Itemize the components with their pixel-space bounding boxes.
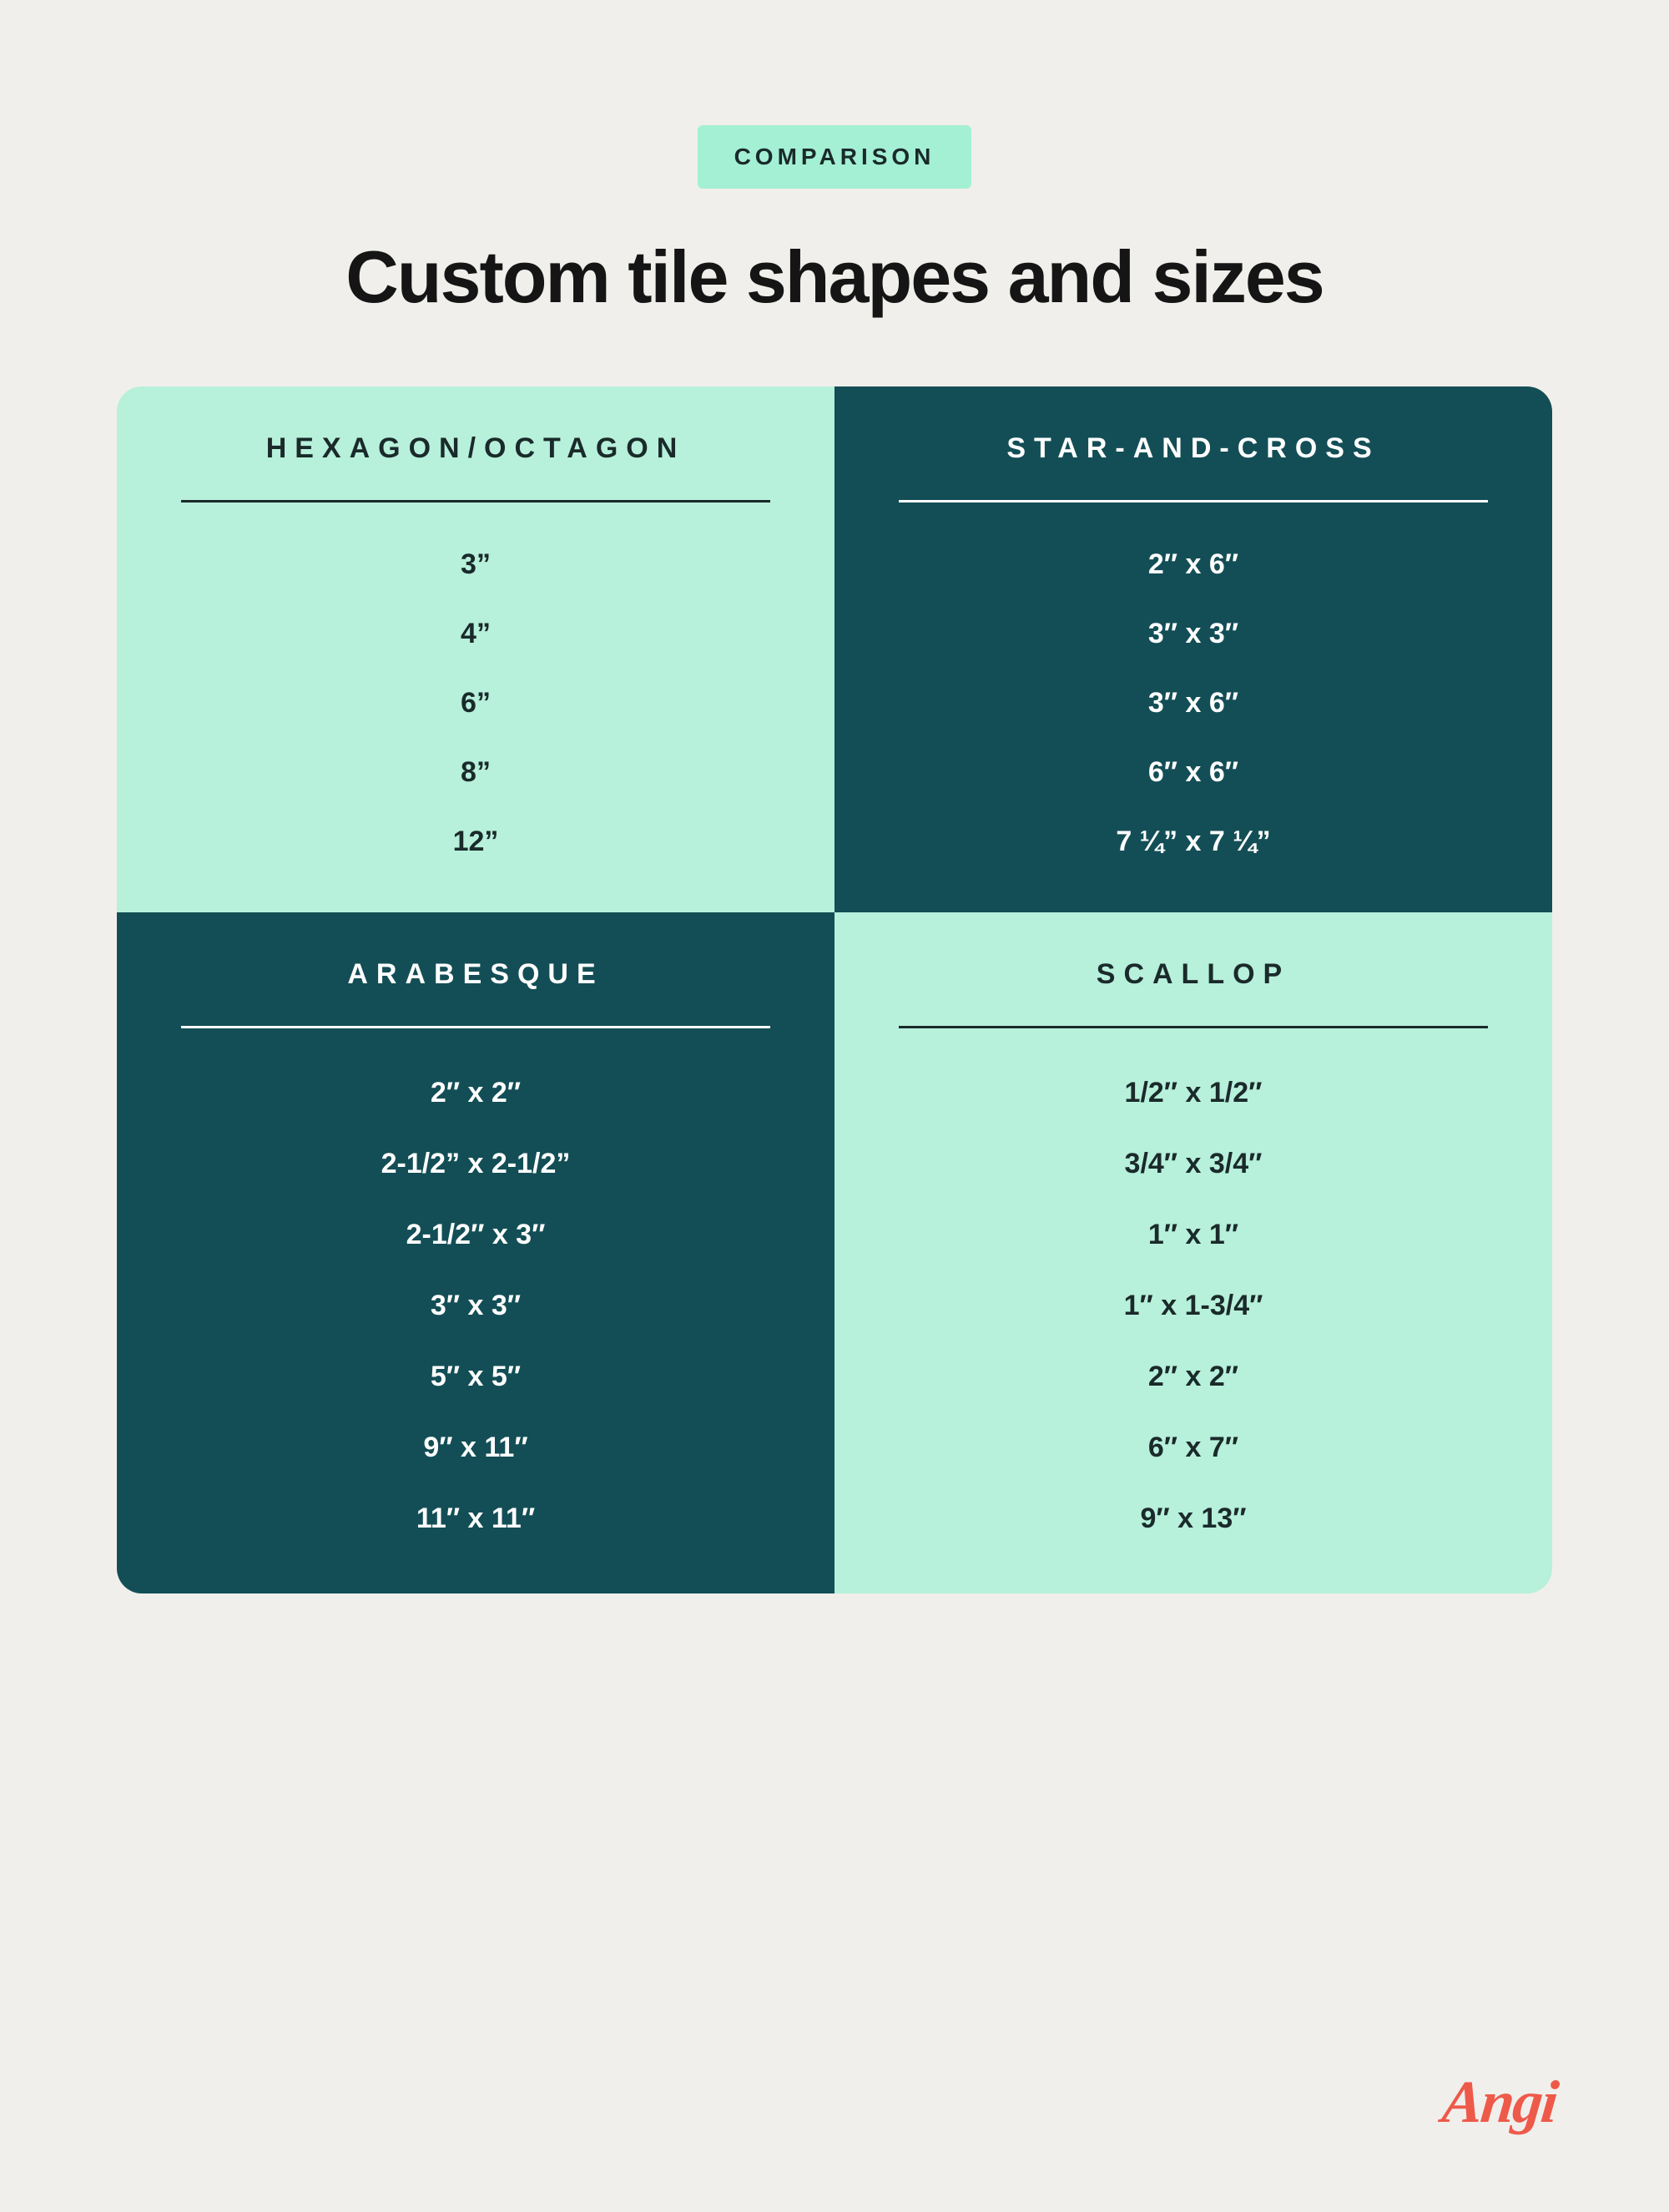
angi-logo: Angi <box>1440 2068 1561 2137</box>
comparison-grid: HEXAGON/OCTAGON 3” 4” 6” 8” 12” STAR-AND… <box>117 386 1552 1593</box>
cell-hexagon-octagon: HEXAGON/OCTAGON 3” 4” 6” 8” 12” <box>117 386 834 912</box>
size-value: 8” <box>461 756 491 789</box>
cell-header: HEXAGON/OCTAGON <box>181 386 769 502</box>
size-value: 11″ x 11″ <box>416 1502 535 1535</box>
size-value: 6” <box>461 687 491 720</box>
size-value: 1″ x 1-3/4″ <box>1124 1290 1263 1322</box>
cell-header: STAR-AND-CROSS <box>899 386 1487 502</box>
cell-values: 3” 4” 6” 8” 12” <box>453 502 499 912</box>
size-value: 5″ x 5″ <box>431 1361 521 1393</box>
cell-scallop: SCALLOP 1/2″ x 1/2″ 3/4″ x 3/4″ 1″ x 1″ … <box>834 912 1552 1593</box>
size-value: 4” <box>461 618 491 650</box>
size-value: 1″ x 1″ <box>1148 1219 1238 1251</box>
size-value: 2″ x 2″ <box>1148 1361 1238 1393</box>
size-value: 2″ x 2″ <box>431 1077 521 1109</box>
size-value: 9″ x 13″ <box>1140 1502 1246 1535</box>
page-title: Custom tile shapes and sizes <box>345 235 1324 320</box>
size-value: 6″ x 7″ <box>1148 1432 1238 1464</box>
size-value: 9″ x 11″ <box>423 1432 527 1464</box>
size-value: 3″ x 3″ <box>431 1290 521 1322</box>
cell-star-and-cross: STAR-AND-CROSS 2″ x 6″ 3″ x 3″ 3″ x 6″ 6… <box>834 386 1552 912</box>
size-value: 3″ x 6″ <box>1148 687 1238 720</box>
size-value: 1/2″ x 1/2″ <box>1125 1077 1263 1109</box>
size-value: 12” <box>453 826 499 858</box>
comparison-badge: COMPARISON <box>698 125 972 189</box>
size-value: 2″ x 6″ <box>1148 548 1238 581</box>
size-value: 2-1/2” x 2-1/2” <box>381 1148 571 1180</box>
size-value: 3” <box>461 548 491 581</box>
size-value: 3″ x 3″ <box>1148 618 1238 650</box>
cell-values: 2″ x 2″ 2-1/2” x 2-1/2” 2-1/2″ x 3″ 3″ x… <box>381 1028 571 1593</box>
cell-header: SCALLOP <box>899 912 1487 1028</box>
cell-header: ARABESQUE <box>181 912 769 1028</box>
cell-values: 1/2″ x 1/2″ 3/4″ x 3/4″ 1″ x 1″ 1″ x 1-3… <box>1124 1028 1263 1593</box>
cell-values: 2″ x 6″ 3″ x 3″ 3″ x 6″ 6″ x 6″ 7 ¼” x 7… <box>1116 502 1270 912</box>
cell-arabesque: ARABESQUE 2″ x 2″ 2-1/2” x 2-1/2” 2-1/2″… <box>117 912 834 1593</box>
size-value: 7 ¼” x 7 ¼” <box>1116 826 1270 858</box>
size-value: 6″ x 6″ <box>1148 756 1238 789</box>
size-value: 2-1/2″ x 3″ <box>406 1219 546 1251</box>
size-value: 3/4″ x 3/4″ <box>1125 1148 1263 1180</box>
